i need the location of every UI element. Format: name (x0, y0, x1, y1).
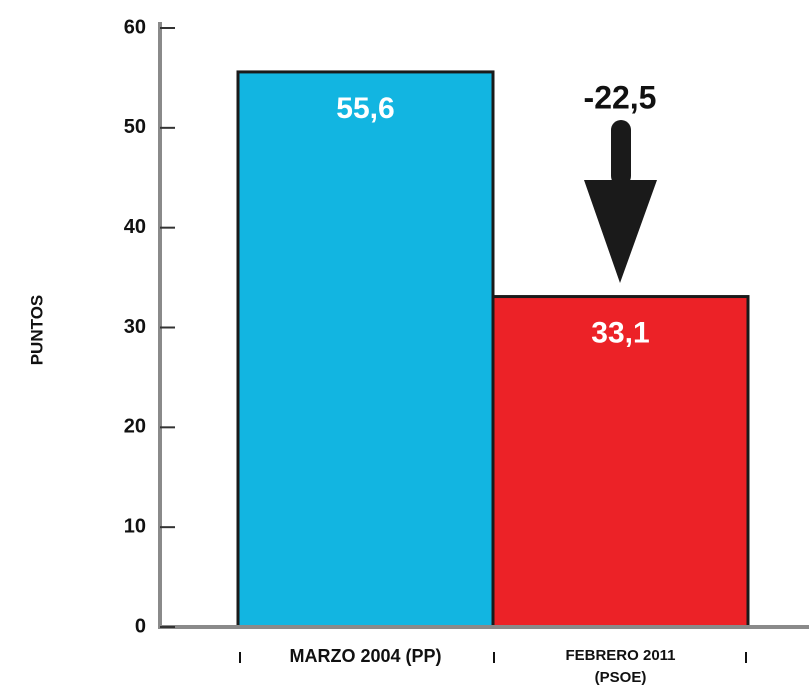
value-label: 55,6 (336, 92, 394, 125)
y-axis-label: PUNTOS (27, 295, 46, 366)
y-tick-label: 0 (135, 615, 146, 637)
y-tick-label: 30 (124, 316, 146, 338)
category-separators (239, 652, 747, 663)
arrow-shaft (611, 120, 631, 186)
y-tick-label: 60 (124, 16, 146, 38)
x-tick-label: FEBRERO 2011 (PSOE) (565, 647, 676, 686)
y-tick-label: 50 (124, 116, 146, 138)
y-tick-label: 10 (124, 515, 146, 537)
bar (491, 295, 750, 629)
x-tick-label: MARZO 2004 (PP) (289, 646, 442, 666)
arrow-head (584, 180, 657, 283)
annotation: -22,5 (584, 79, 657, 115)
bar (236, 70, 495, 629)
y-tick-label: 20 (124, 416, 146, 438)
annotation-arrow (584, 120, 657, 283)
y-tick-label: 40 (124, 216, 146, 238)
value-label: 33,1 (591, 316, 649, 349)
